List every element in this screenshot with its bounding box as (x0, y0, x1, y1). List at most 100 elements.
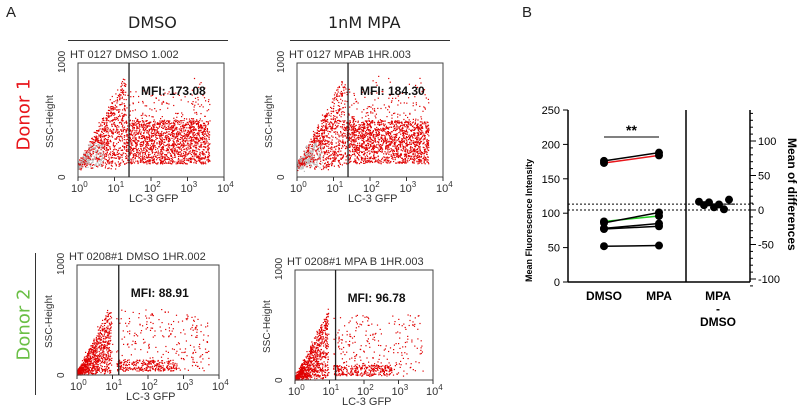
data-point (191, 151, 193, 154)
data-point (420, 151, 422, 153)
data-point (117, 100, 119, 102)
data-point (396, 133, 398, 135)
data-point (144, 162, 146, 164)
data-point (414, 145, 417, 148)
data-point (181, 143, 183, 145)
data-point (179, 141, 181, 143)
data-point (200, 113, 202, 115)
data-point (146, 161, 148, 163)
data-point (324, 153, 326, 155)
data-point (172, 145, 174, 147)
data-point (192, 134, 194, 136)
data-point (405, 114, 407, 116)
data-point (154, 121, 156, 123)
data-point (196, 120, 198, 122)
data-point (322, 136, 324, 138)
data-point (120, 133, 123, 135)
data-point (116, 137, 118, 139)
data-point (120, 89, 122, 91)
data-point (145, 155, 147, 157)
data-point (142, 152, 144, 154)
data-point (419, 138, 421, 141)
data-point (366, 161, 368, 164)
data-point (185, 153, 187, 155)
data-point (353, 139, 355, 142)
data-point (170, 157, 172, 160)
data-point (420, 82, 422, 84)
data-point (106, 160, 108, 162)
data-point (393, 141, 396, 144)
data-point (396, 125, 398, 128)
data-point (326, 125, 328, 127)
data-point (338, 110, 340, 112)
data-point (105, 120, 107, 122)
data-point (106, 149, 108, 151)
data-point (171, 122, 173, 124)
data-point (309, 164, 311, 167)
data-point (177, 140, 179, 142)
data-point (180, 162, 182, 164)
data-point (204, 155, 206, 158)
data-point (384, 123, 386, 125)
data-point (354, 98, 357, 100)
data-point (119, 156, 121, 158)
data-point (364, 135, 366, 137)
data-point (179, 143, 181, 145)
data-point (156, 137, 159, 139)
data-point (352, 136, 354, 138)
data-point (113, 112, 115, 114)
data-point (198, 156, 200, 158)
data-point (428, 149, 430, 152)
data-point (423, 137, 425, 139)
data-point (365, 132, 367, 134)
data-point (148, 123, 150, 125)
data-point (147, 142, 149, 145)
data-point (123, 146, 125, 148)
data-point (365, 146, 367, 149)
data-point (184, 158, 186, 160)
data-point (383, 138, 385, 140)
data-point (159, 135, 161, 137)
data-point (321, 151, 323, 153)
data-point (330, 157, 332, 160)
data-point (315, 135, 317, 137)
data-point (187, 153, 189, 155)
data-point (411, 129, 413, 132)
data-point (393, 140, 395, 142)
data-point (358, 133, 360, 135)
data-point (203, 162, 205, 164)
data-point (321, 168, 323, 171)
data-point (190, 129, 193, 131)
data-point (166, 162, 168, 164)
data-point (194, 97, 197, 99)
data-point (358, 159, 360, 161)
data-point (411, 150, 413, 152)
data-point (78, 166, 80, 168)
data-point (182, 126, 184, 129)
data-point (135, 139, 137, 141)
data-point (198, 130, 200, 132)
data-point (170, 126, 172, 128)
data-point (115, 157, 118, 159)
data-point (96, 152, 98, 154)
data-point (155, 136, 157, 138)
data-point (400, 154, 402, 156)
data-point (152, 157, 154, 159)
data-point (181, 138, 183, 140)
data-point (374, 150, 376, 152)
data-point (113, 112, 115, 114)
data-point (354, 130, 356, 132)
data-point (185, 151, 187, 153)
data-point (401, 162, 403, 164)
data-point (125, 157, 127, 159)
data-point (88, 157, 90, 159)
data-point (420, 153, 422, 155)
data-point (148, 159, 150, 161)
data-point (194, 137, 196, 139)
data-point (113, 157, 115, 159)
data-point (94, 150, 97, 152)
data-point (148, 129, 151, 131)
data-point (189, 143, 191, 145)
data-point (124, 148, 126, 150)
donor-2-rule (35, 253, 36, 395)
